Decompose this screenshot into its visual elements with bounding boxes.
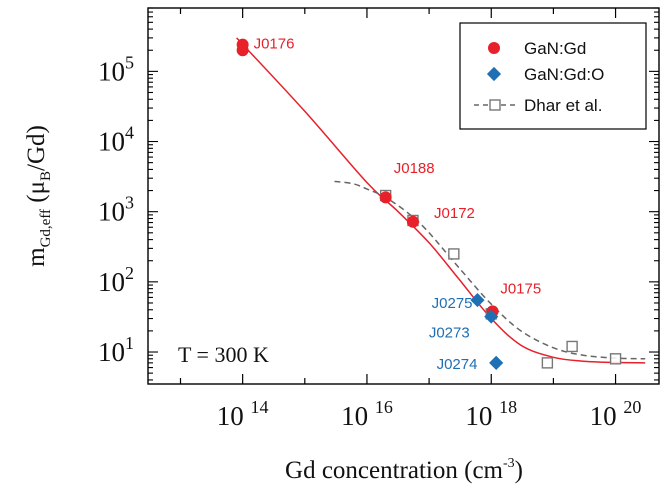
legend-marker-gan-gd-o — [486, 66, 502, 82]
y-tick-label: 105 — [98, 52, 134, 86]
dhar-fit-curve — [334, 180, 646, 360]
dhar-point — [609, 353, 622, 365]
y-axis-label: mGd,eff (μB/Gd) — [23, 125, 54, 267]
x-tick-label: 10 16 — [341, 397, 393, 431]
sample-label: J0188 — [394, 160, 435, 177]
x-tick-label: 10 14 — [217, 397, 269, 431]
dhar-point — [448, 248, 460, 260]
sample-label: J0274 — [437, 356, 478, 373]
gan-gd-point — [236, 44, 249, 57]
gan-gd-o-point — [470, 292, 485, 308]
fit-curves — [236, 37, 646, 364]
sample-label: J0176 — [254, 35, 295, 52]
gan-gd-point — [379, 191, 392, 204]
gan-gd-o-point — [489, 355, 504, 370]
sample-label: J0175 — [500, 281, 541, 298]
y-tick-label: 102 — [98, 263, 134, 297]
sample-label: J0275 — [432, 295, 473, 312]
plot-frame — [147, 7, 660, 385]
dhar-point — [541, 357, 554, 369]
legend-label-gan-gd-o: GaN:Gd:O — [524, 65, 604, 84]
x-tick-label: 10 18 — [465, 397, 517, 431]
sample-label: J0172 — [434, 205, 475, 222]
gan-gd-o-point — [484, 309, 499, 324]
gan-gd-point — [406, 215, 419, 228]
x-axis-label: Gd concentration (cm-3) — [285, 456, 523, 484]
temperature-label: T = 300 K — [178, 342, 269, 367]
point-annotations: J0176 J0188 J0172 J0175 J0275 J0273 J0274 — [254, 35, 542, 373]
sample-label: J0273 — [429, 324, 470, 341]
axis-ticks: 10 14 10 16 10 18 10 20 101 102 103 104 105 — [98, 7, 659, 431]
legend-label-gan-gd: GaN:Gd — [524, 39, 586, 58]
y-tick-label: 104 — [98, 123, 134, 157]
gan-gd-fit-curve — [236, 37, 646, 364]
data-points — [236, 38, 622, 370]
y-tick-label: 103 — [98, 193, 134, 227]
legend: GaN:Gd GaN:Gd:O Dhar et al. — [459, 22, 647, 130]
x-tick-label: 10 20 — [590, 397, 642, 431]
dhar-point — [566, 340, 578, 353]
legend-marker-dhar — [489, 99, 501, 111]
legend-label-dhar: Dhar et al. — [524, 96, 602, 115]
y-tick-label: 101 — [98, 333, 134, 367]
legend-marker-gan-gd — [488, 42, 500, 54]
